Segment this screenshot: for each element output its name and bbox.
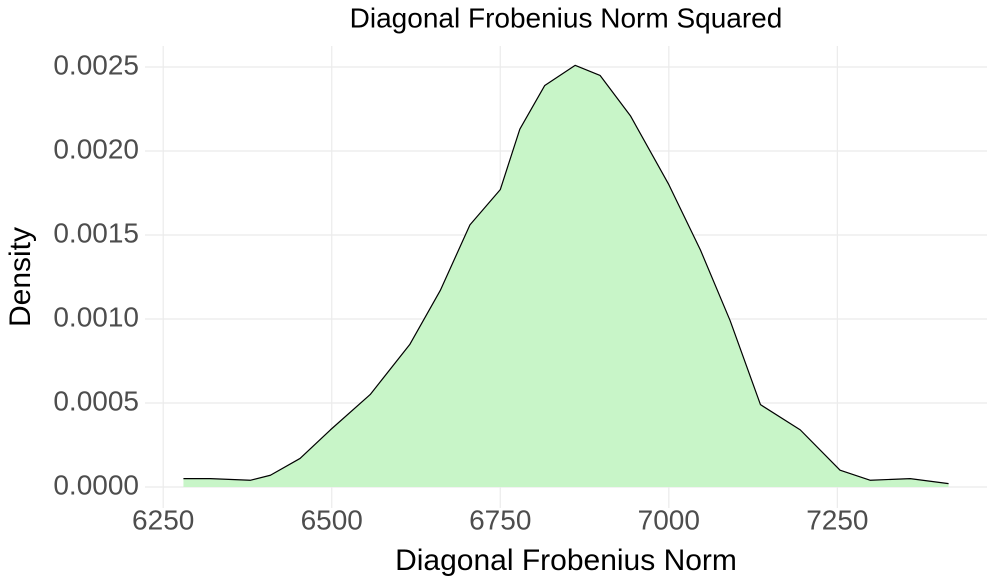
density-area [183,65,949,487]
y-tick-label: 0.0010 [53,301,139,332]
x-tick-label: 6250 [132,504,194,535]
y-tick-label: 0.0015 [53,217,139,248]
x-tick-label: 7250 [806,504,868,535]
density-line [183,64,949,485]
x-axis-label: Diagonal Frobenius Norm [395,544,737,577]
y-tick-label: 0.0020 [53,133,139,164]
x-tick-label: 6500 [301,504,363,535]
y-axis-label: Density [4,227,37,327]
y-tick-label: 0.0025 [53,49,139,80]
y-tick-label: 0.0005 [53,385,139,416]
chart-title: Diagonal Frobenius Norm Squared [350,2,783,33]
y-tick-label: 0.0000 [53,469,139,500]
x-tick-label: 6750 [469,504,531,535]
x-tick-label: 7000 [638,504,700,535]
